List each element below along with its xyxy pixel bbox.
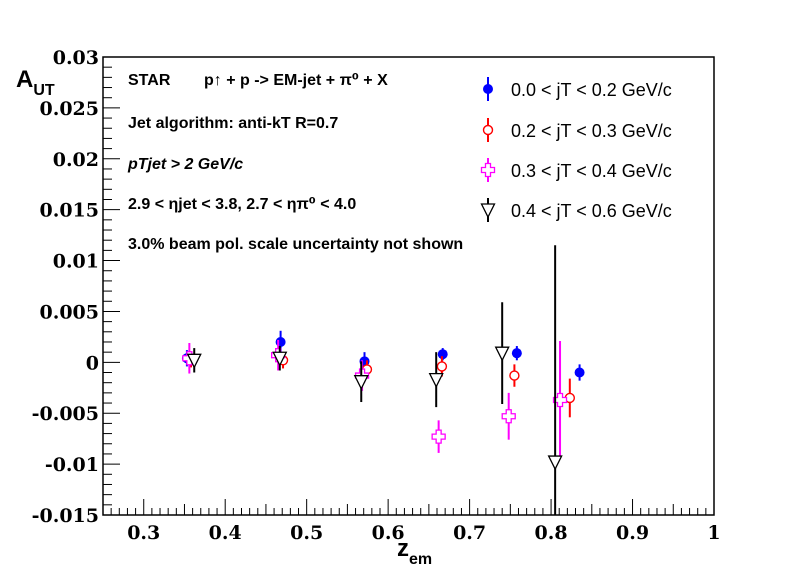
legend-marker <box>482 124 494 136</box>
x-tick-label: 0.5 <box>290 522 323 544</box>
y-tick-label: 0.01 <box>53 251 99 273</box>
y-axis-title: AUT <box>16 66 55 99</box>
y-tick-label: -0.015 <box>32 505 99 527</box>
legend-label: 0.4 < jT < 0.6 GeV/c <box>511 201 672 221</box>
tick-labels: 0.3 0.4 0.5 0.6 0.7 0.8 0.9 1 -0.015 -0.01 -0.005 0… <box>32 47 721 544</box>
x-tick-label: 0.4 <box>209 522 242 544</box>
data-point <box>436 361 448 372</box>
data-point <box>353 375 369 391</box>
y-tick-label: 0.03 <box>53 47 99 69</box>
data-point <box>574 367 585 378</box>
data-point <box>272 351 288 367</box>
y-tick-label: 0.025 <box>40 98 100 120</box>
y-tick-label: 0.015 <box>40 200 100 222</box>
legend-marker <box>480 162 496 178</box>
annotation-algorithm: Jet algorithm: anti-kT R=0.7 <box>128 115 338 132</box>
y-tick-label: 0.02 <box>53 149 99 171</box>
annotation-process: p↑ + p -> EM-jet + π⁰ + X <box>204 72 388 89</box>
data-point <box>547 455 563 471</box>
series-4 <box>186 245 563 515</box>
plot-frame <box>102 56 715 516</box>
data-point <box>428 372 444 389</box>
legend-label: 0.3 < jT < 0.4 GeV/c <box>511 161 672 181</box>
x-tick-label: 0.8 <box>535 522 568 544</box>
x-axis-title-main: z <box>397 535 409 562</box>
axis-ticks <box>102 56 715 516</box>
x-axis-title: zem <box>397 535 432 568</box>
y-tick-label: -0.005 <box>32 403 99 425</box>
legend-label: 0.0 < jT < 0.2 GeV/c <box>511 80 672 100</box>
legend-label: 0.2 < jT < 0.3 GeV/c <box>511 121 672 141</box>
x-tick-label: 1 <box>707 522 720 544</box>
y-axis-title-sub: UT <box>33 82 55 99</box>
data-point <box>437 349 448 360</box>
annotation-pt-cut: pTjet > 2 GeV/c <box>127 156 243 173</box>
annotation-experiment: STAR <box>128 72 171 89</box>
series-3 <box>182 339 568 460</box>
legend-marker <box>483 84 493 94</box>
x-tick-label: 0.3 <box>127 522 160 544</box>
x-tick-label: 0.6 <box>372 522 405 544</box>
annotation-eta-cut: 2.9 < ηjet < 3.8, 2.7 < ηπ⁰ < 4.0 <box>128 196 356 213</box>
y-tick-label: 0.005 <box>40 301 100 323</box>
legend: 0.0 < jT < 0.2 GeV/c 0.2 < jT < 0.3 GeV/c… <box>480 77 672 222</box>
series-2 <box>185 352 576 418</box>
data-point <box>275 336 286 347</box>
data-point <box>186 353 202 369</box>
data-point <box>511 348 522 359</box>
data-point <box>552 392 568 408</box>
x-axis-title-sub: em <box>409 551 432 568</box>
data-point <box>501 409 516 424</box>
x-tick-label: 0.7 <box>453 522 486 544</box>
legend-marker <box>480 203 496 219</box>
y-axis-title-main: A <box>16 66 33 93</box>
y-tick-label: -0.01 <box>45 454 99 476</box>
x-tick-label: 0.9 <box>616 522 649 544</box>
y-tick-label: 0 <box>86 352 99 374</box>
data-point <box>431 429 446 444</box>
annotation-pol-note: 3.0% beam pol. scale uncertainty not sho… <box>128 236 463 253</box>
series-1 <box>181 330 585 381</box>
data-point <box>494 346 510 362</box>
data-point <box>509 370 520 381</box>
data-points <box>181 245 585 515</box>
